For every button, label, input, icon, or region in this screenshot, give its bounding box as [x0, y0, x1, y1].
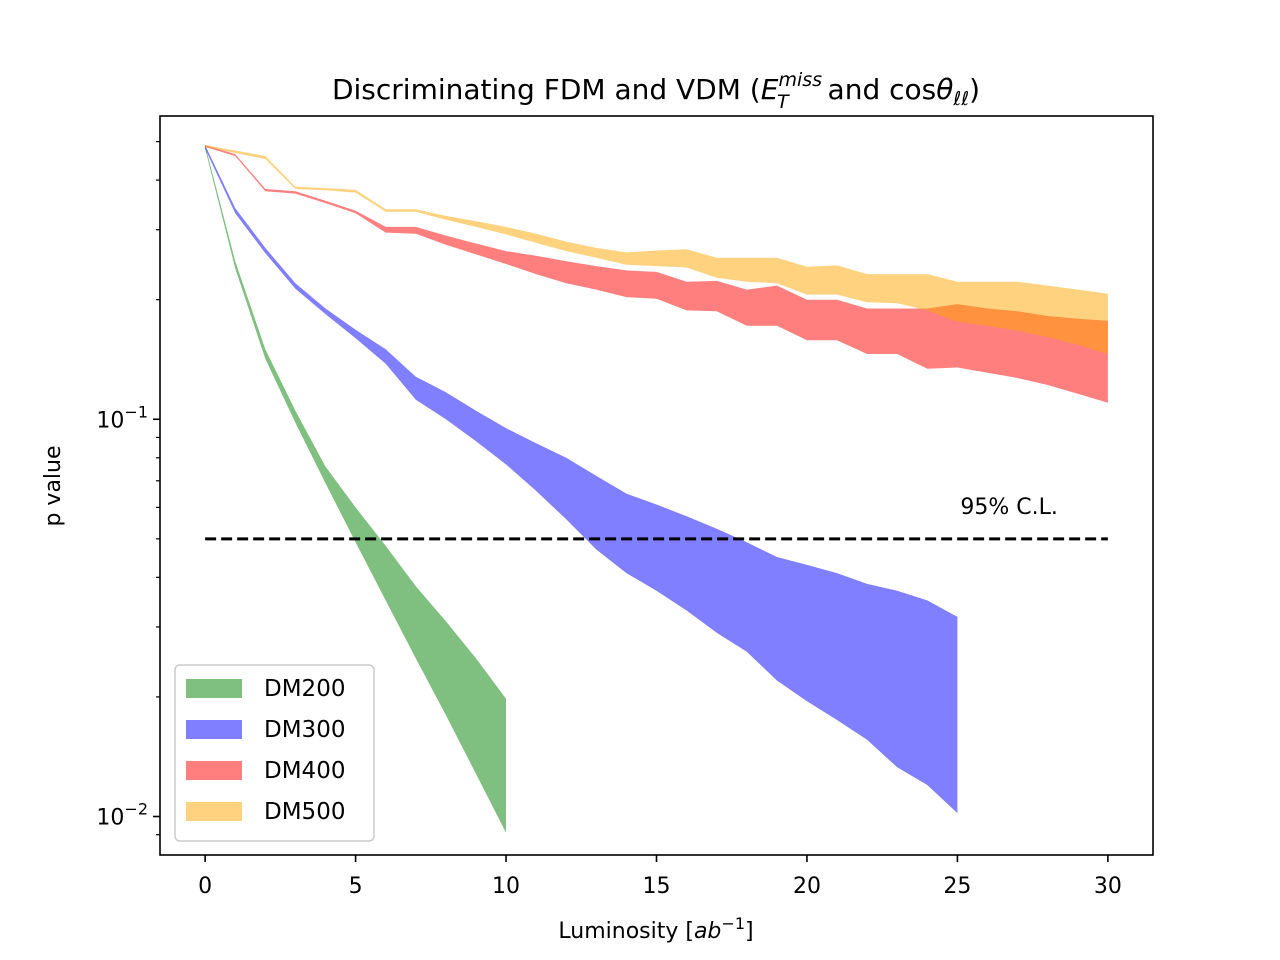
- x-tick-label: 5: [349, 874, 363, 899]
- x-axis: 0 5 10 15 20 25 30: [198, 855, 1122, 899]
- band-dm200: [205, 145, 506, 833]
- legend-box: [174, 664, 375, 842]
- chart-title: Discriminating FDM and VDM (Emiss T and c…: [332, 69, 980, 113]
- x-axis-label: Luminosity [ab−1]: [558, 914, 753, 944]
- legend-label: DM300: [264, 717, 345, 743]
- legend-label: DM400: [264, 758, 345, 784]
- x-tick-label: 20: [793, 874, 821, 899]
- x-tick-label: 30: [1094, 874, 1122, 899]
- legend-swatch-dm500: [186, 802, 242, 821]
- legend-swatch-dm400: [186, 761, 242, 780]
- band-dm500: [205, 145, 1108, 354]
- legend-label: DM500: [264, 799, 345, 825]
- y-axis: 10−1 10−2: [96, 141, 160, 836]
- y-tick-label: 10−1: [96, 402, 148, 433]
- reference-line-label: 95% C.L.: [960, 495, 1058, 520]
- legend-swatch-dm300: [186, 720, 242, 739]
- band-dm400: [205, 145, 1108, 403]
- legend-label: DM200: [264, 676, 345, 702]
- band-dm300: [205, 145, 958, 814]
- y-axis-label: p value: [41, 445, 66, 526]
- legend-swatch-dm200: [186, 679, 242, 698]
- y-tick-label: 10−2: [96, 800, 148, 831]
- x-tick-label: 15: [643, 874, 671, 899]
- x-tick-label: 10: [492, 874, 520, 899]
- x-tick-label: 0: [198, 874, 212, 899]
- x-tick-label: 25: [943, 874, 971, 899]
- legend: DM200 DM300 DM400 DM500: [174, 664, 375, 842]
- band-layer: [205, 145, 1108, 833]
